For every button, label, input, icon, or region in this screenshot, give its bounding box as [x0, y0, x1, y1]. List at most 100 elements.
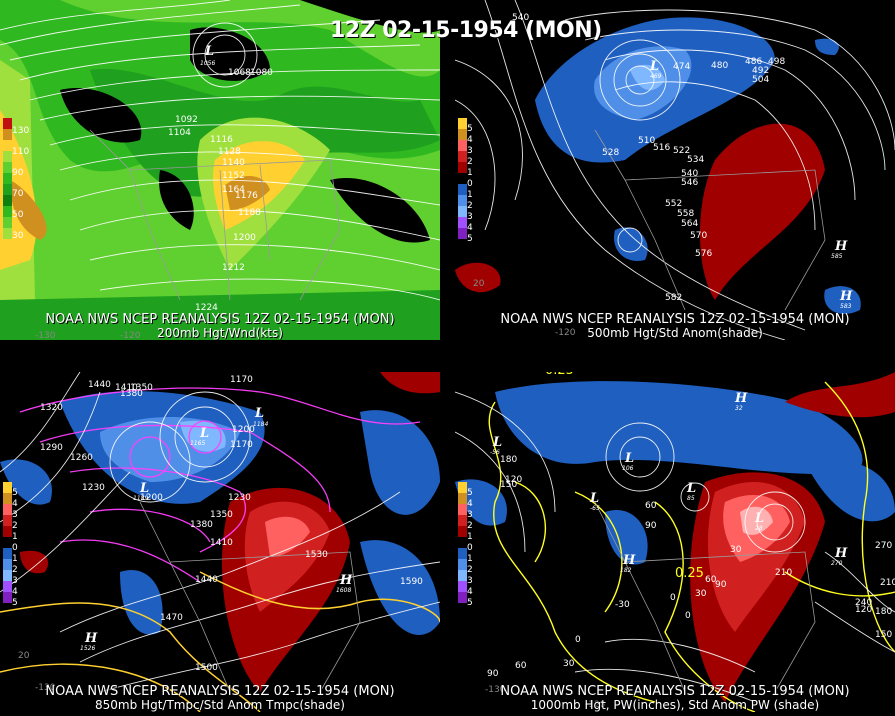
contour-label: 180: [500, 455, 517, 465]
low-marker: L: [754, 511, 764, 526]
contour-label: 1230: [228, 493, 251, 503]
colorbar-label: 110: [12, 147, 30, 157]
low-marker: L: [649, 59, 659, 74]
contour-label: 534: [687, 155, 704, 165]
contour-label: 558: [677, 209, 694, 219]
contour-label: 552: [665, 199, 682, 209]
contour-label: 1176: [235, 191, 258, 201]
high-marker: H: [734, 391, 748, 406]
colorbar-label: 5: [467, 234, 473, 244]
colorbar-label: 2: [467, 565, 473, 575]
contour-label: 1080: [250, 68, 273, 78]
high-value: 1526: [80, 645, 95, 652]
colorbar-label: 4: [12, 587, 18, 597]
colorbar-label: 4: [467, 223, 473, 233]
contour-label: 150: [500, 480, 517, 490]
colorbar-label: 4: [467, 587, 473, 597]
contour-label: 90: [487, 669, 499, 679]
contour-label: 270: [875, 541, 892, 551]
low-marker: L: [589, 491, 599, 506]
contour-label: 1092: [175, 115, 198, 125]
contour-label: 1380: [120, 389, 143, 399]
contour-label: 120: [505, 475, 522, 485]
contour-label: 546: [681, 178, 698, 188]
low-value: 28: [755, 525, 763, 532]
panel-850mb: L 1184 L 1165 L 1189 H 1608 H 1526 1440 1…: [0, 372, 440, 712]
colorbar-label: 2: [12, 565, 18, 575]
contour-label: 0: [685, 611, 691, 621]
contour-label: 1128: [218, 147, 241, 157]
high-marker: H: [622, 553, 636, 568]
contour-label: 582: [665, 293, 682, 303]
contour-label: 540: [512, 13, 529, 23]
contour-label: 486: [745, 57, 762, 67]
low-marker: L: [199, 426, 209, 441]
contour-label: 570: [690, 231, 707, 241]
colorbar: [3, 482, 12, 603]
colorbar-label: 1: [467, 554, 473, 564]
low-value: 1189: [133, 495, 148, 502]
low-marker: L: [686, 481, 696, 496]
contour-label: 1410: [210, 538, 233, 548]
high-marker: H: [339, 573, 353, 588]
contour-label: 1200: [232, 425, 255, 435]
colorbar-label: 3: [12, 576, 18, 586]
contour-label: 564: [681, 219, 698, 229]
contour-label: 1188: [238, 208, 261, 218]
contour-label: 1500: [195, 663, 218, 673]
colorbar-label: 0: [467, 543, 473, 553]
colorbar-label: 5: [467, 488, 473, 498]
panel-field: 1000mb Hgt, PW(inches), Std Anom PW (sha…: [530, 698, 820, 712]
contour-label: 0.25: [545, 372, 574, 378]
panel-source: NOAA NWS NCEP REANALYSIS 12Z 02-15-1954 …: [45, 684, 395, 699]
contour-label: 1212: [222, 263, 245, 273]
contour-label: 492: [752, 66, 769, 76]
contour-label: 528: [602, 148, 619, 158]
contour-label: 474: [673, 62, 690, 72]
lon-tick: -120: [555, 328, 576, 338]
high-value: 1608: [336, 587, 351, 594]
colorbar-label: 3: [467, 510, 473, 520]
low-value: 106: [622, 465, 634, 472]
colorbar: [458, 482, 467, 603]
contour-label: 1068: [228, 68, 251, 78]
colorbar-label: 3: [12, 510, 18, 520]
low-value: 1165: [190, 440, 205, 447]
contour-label: 1290: [40, 443, 63, 453]
contour-label: 1170: [230, 375, 253, 385]
contour-label: 210: [775, 568, 792, 578]
colorbar-label: 2: [467, 521, 473, 531]
contour-label: 180: [875, 607, 892, 617]
panel-field: 200mb Hgt/Wnd(kts): [157, 326, 283, 340]
contour-label: 90: [715, 580, 727, 590]
panel-source: NOAA NWS NCEP REANALYSIS 12Z 02-15-1954 …: [45, 312, 395, 327]
contour-label: 1380: [190, 520, 213, 530]
low-marker: L: [624, 451, 634, 466]
contour-label: 1170: [230, 440, 253, 450]
contour-label: 1470: [160, 613, 183, 623]
main-title: 12Z 02-15-1954 (MON): [330, 18, 602, 43]
contour-label: 1116: [210, 135, 233, 145]
low-marker: L: [492, 435, 502, 450]
contour-label: 1350: [130, 383, 153, 393]
contour-label: 522: [673, 146, 690, 156]
high-value: 585: [831, 253, 843, 260]
colorbar-label: 3: [467, 576, 473, 586]
colorbar-label: 5: [12, 488, 18, 498]
contour-label: 1152: [222, 171, 245, 181]
low-marker: L: [139, 481, 149, 496]
lon-tick: -120: [585, 700, 606, 710]
panel-field: 500mb Hgt/Std Anom(shade): [587, 326, 763, 340]
colorbar-label: 1: [467, 532, 473, 542]
panel-source: NOAA NWS NCEP REANALYSIS 12Z 02-15-1954 …: [500, 312, 850, 327]
contour-label: 30: [695, 589, 707, 599]
contour-label: 0.25: [675, 566, 704, 581]
panel-source: NOAA NWS NCEP REANALYSIS 12Z 02-15-1954 …: [500, 684, 850, 699]
contour-label: 1200: [140, 493, 163, 503]
panel-200mb: L 1056 1068 1080 1092 1104 1116 1128 1140 1152 1…: [0, 0, 440, 340]
contour-label: 210: [880, 578, 895, 588]
colorbar-label: 4: [12, 499, 18, 509]
panel-field: 850mb Hgt/Tmpc/Std Anom Tmpc(shade): [95, 698, 345, 712]
low-value: -65: [590, 505, 600, 512]
